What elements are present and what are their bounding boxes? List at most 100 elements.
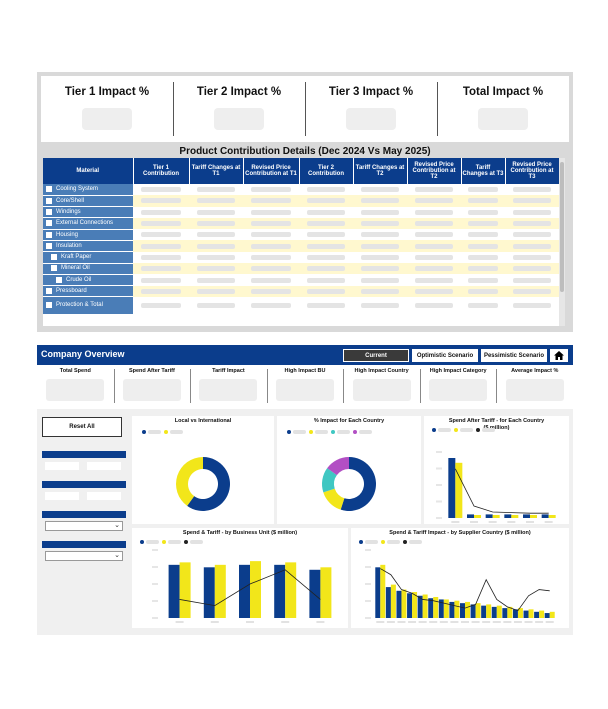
y-tick-placeholder bbox=[436, 451, 442, 453]
value-cell bbox=[407, 229, 461, 241]
table-column-header[interactable]: Tier 2 Contribution bbox=[299, 158, 354, 184]
value-placeholder bbox=[467, 266, 499, 272]
kpi-label: High Impact Country bbox=[354, 368, 409, 374]
y-tick-placeholder bbox=[365, 583, 371, 585]
table-column-header[interactable]: Revised Price Contribution at T3 bbox=[505, 158, 560, 184]
expand-checkbox[interactable] bbox=[46, 302, 52, 309]
reset-all-button[interactable]: Reset All bbox=[42, 417, 122, 437]
bar bbox=[320, 567, 332, 618]
expand-checkbox[interactable] bbox=[46, 208, 52, 215]
kpi-value bbox=[199, 379, 258, 401]
legend-marker bbox=[331, 430, 335, 434]
expand-checkbox[interactable] bbox=[46, 197, 52, 204]
table-column-header[interactable]: Tier 1 Contribution bbox=[133, 158, 190, 184]
value-placeholder bbox=[415, 221, 453, 227]
value-cell bbox=[243, 195, 299, 207]
value-cell bbox=[505, 240, 559, 252]
material-cell[interactable]: Kraft Paper bbox=[43, 251, 133, 264]
y-tick-placeholder bbox=[365, 566, 371, 568]
table-row: Cooling System bbox=[43, 184, 559, 196]
value-placeholder bbox=[307, 254, 345, 260]
filter-input-2a[interactable] bbox=[45, 492, 79, 500]
filter-header-2 bbox=[42, 481, 126, 488]
pessimistic-scenario-button[interactable]: Pessimistic Scenario bbox=[481, 349, 547, 362]
chevron-down-icon: ⌄ bbox=[114, 552, 120, 559]
expand-checkbox[interactable] bbox=[46, 288, 52, 295]
expand-checkbox[interactable] bbox=[56, 276, 62, 283]
value-placeholder bbox=[141, 266, 181, 272]
value-cell bbox=[243, 296, 299, 315]
material-cell[interactable]: Core/Shell bbox=[43, 195, 133, 208]
material-cell[interactable]: Crude Oil bbox=[43, 274, 133, 287]
value-cell bbox=[243, 229, 299, 241]
home-button[interactable] bbox=[550, 349, 568, 362]
filter-input-1b[interactable] bbox=[87, 462, 121, 470]
expand-checkbox[interactable] bbox=[51, 254, 57, 261]
table-column-header[interactable]: Revised Price Contribution at T1 bbox=[243, 158, 300, 184]
value-cell bbox=[299, 251, 353, 264]
material-cell[interactable]: External Connections bbox=[43, 217, 133, 230]
legend-marker bbox=[454, 428, 458, 432]
value-placeholder bbox=[197, 232, 235, 238]
value-placeholder bbox=[361, 277, 399, 283]
material-cell[interactable]: Pressboard bbox=[43, 285, 133, 298]
bar bbox=[534, 611, 540, 618]
bar bbox=[214, 564, 226, 618]
table-column-header[interactable]: Material bbox=[43, 158, 134, 184]
current-scenario-button[interactable]: Current bbox=[343, 349, 409, 362]
expand-checkbox[interactable] bbox=[46, 220, 52, 227]
value-cell bbox=[299, 274, 353, 286]
kpi-label: Tariff Impact bbox=[212, 368, 245, 374]
material-cell[interactable]: Housing bbox=[43, 229, 133, 241]
material-cell[interactable]: Insulation bbox=[43, 240, 133, 253]
filter-input-1a[interactable] bbox=[45, 462, 79, 470]
legend-label-placeholder bbox=[337, 430, 350, 434]
x-tick-placeholder bbox=[418, 621, 427, 623]
table-column-header[interactable]: Tariff Changes at T1 bbox=[189, 158, 244, 184]
bar bbox=[428, 598, 434, 618]
value-cell bbox=[189, 296, 243, 315]
material-cell[interactable]: Mineral Oil bbox=[43, 263, 133, 275]
bar bbox=[512, 609, 518, 618]
y-tick-placeholder bbox=[152, 583, 158, 585]
table-column-header[interactable]: Revised Price Contribution at T2 bbox=[407, 158, 462, 184]
bar bbox=[467, 514, 474, 518]
expand-checkbox[interactable] bbox=[46, 231, 52, 238]
value-cell bbox=[353, 263, 407, 275]
expand-checkbox[interactable] bbox=[51, 265, 57, 272]
kpi-card: Tariff Impact bbox=[190, 365, 267, 409]
tier1-impact-label: Tier 1 Impact % bbox=[64, 86, 150, 98]
table-column-header[interactable]: Tariff Changes at T2 bbox=[353, 158, 408, 184]
optimistic-scenario-button[interactable]: Optimistic Scenario bbox=[412, 349, 478, 362]
value-cell bbox=[505, 251, 559, 264]
table-scrollbar[interactable] bbox=[559, 158, 565, 326]
table-column-header[interactable]: Tariff Changes at T3 bbox=[461, 158, 506, 184]
value-placeholder bbox=[141, 243, 181, 249]
value-cell bbox=[189, 251, 243, 264]
material-cell[interactable]: Cooling System bbox=[43, 184, 133, 196]
trend-line bbox=[454, 468, 549, 514]
filter-input-2b[interactable] bbox=[87, 492, 121, 500]
bar bbox=[491, 606, 497, 618]
material-cell[interactable]: Protection & Total bbox=[43, 296, 133, 316]
value-cell bbox=[461, 296, 505, 315]
trend-line bbox=[179, 569, 321, 607]
table-row: Housing bbox=[43, 229, 559, 241]
material-cell[interactable]: Windings bbox=[43, 206, 133, 219]
value-placeholder bbox=[197, 254, 235, 260]
bar bbox=[407, 593, 413, 618]
total-impact-label: Total Impact % bbox=[462, 86, 544, 98]
product-details-table: Material Tier 1 Contribution Tariff Change… bbox=[43, 158, 560, 316]
x-tick-placeholder bbox=[513, 621, 522, 623]
bar bbox=[486, 604, 492, 618]
table-scrollbar-thumb[interactable] bbox=[560, 162, 564, 292]
value-placeholder bbox=[415, 187, 453, 193]
value-placeholder bbox=[141, 303, 181, 309]
expand-checkbox[interactable] bbox=[46, 242, 52, 249]
value-placeholder bbox=[467, 187, 499, 193]
expand-checkbox[interactable] bbox=[46, 186, 52, 193]
filter-dropdown-1[interactable]: ⌄ bbox=[45, 521, 123, 531]
value-cell bbox=[243, 274, 299, 286]
filter-dropdown-2[interactable]: ⌄ bbox=[45, 551, 123, 561]
table-row: Windings bbox=[43, 206, 559, 219]
